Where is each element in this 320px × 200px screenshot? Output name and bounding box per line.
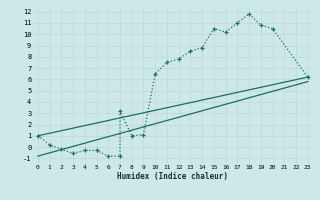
X-axis label: Humidex (Indice chaleur): Humidex (Indice chaleur) [117,172,228,181]
